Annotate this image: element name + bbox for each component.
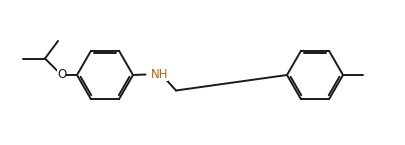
Text: NH: NH	[151, 68, 168, 80]
Text: O: O	[57, 68, 66, 81]
